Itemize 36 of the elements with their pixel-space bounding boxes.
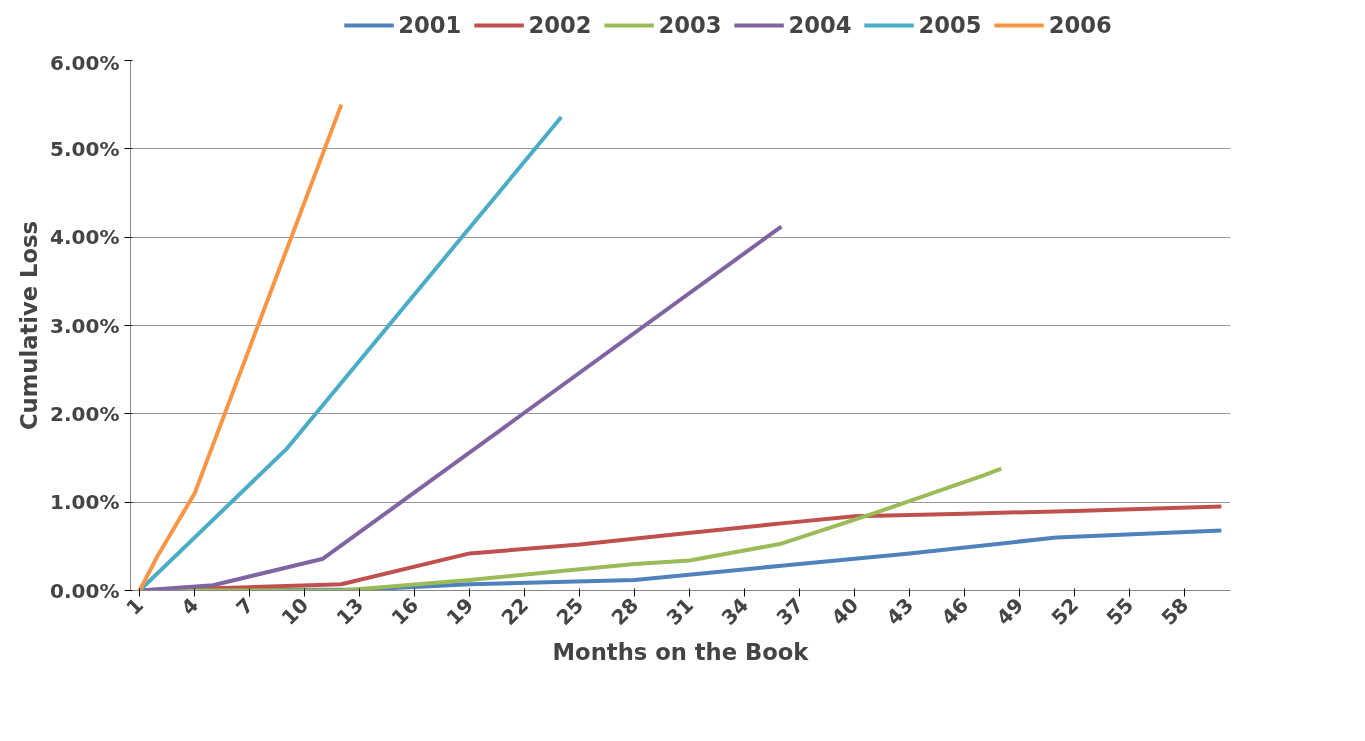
legend-label: 2001 bbox=[398, 12, 462, 38]
x-tick-label: 52 bbox=[1046, 593, 1084, 630]
legend-label: 2002 bbox=[528, 12, 592, 38]
x-tick-label: 49 bbox=[991, 593, 1029, 630]
line-series bbox=[137, 102, 344, 591]
y-tick-label: 1.00% bbox=[50, 490, 120, 515]
legend-label: 2003 bbox=[658, 12, 722, 38]
y-tick-label: 5.00% bbox=[50, 136, 120, 161]
x-tick-label: 1 bbox=[121, 593, 149, 620]
y-tick-label: 0.00% bbox=[50, 578, 120, 603]
x-tick-label: 28 bbox=[606, 593, 644, 630]
legend-label: 2004 bbox=[788, 12, 852, 38]
x-tick-label: 13 bbox=[331, 593, 369, 630]
x-tick-label: 43 bbox=[881, 593, 919, 630]
x-tick-label: 19 bbox=[441, 593, 479, 630]
x-tick-label: 25 bbox=[551, 593, 589, 630]
x-tick-label: 37 bbox=[771, 593, 809, 630]
x-tick-label: 16 bbox=[386, 593, 424, 630]
legend-label: 2006 bbox=[1048, 12, 1112, 38]
y-tick-label: 3.00% bbox=[50, 313, 120, 338]
x-axis-title: Months on the Book bbox=[552, 639, 810, 666]
x-tick-label: 31 bbox=[661, 593, 699, 630]
x-tick-label: 7 bbox=[231, 593, 259, 620]
x-tick-label: 55 bbox=[1101, 593, 1139, 630]
y-tick-label: 2.00% bbox=[50, 401, 120, 426]
y-tick-label: 4.00% bbox=[50, 225, 120, 250]
x-tick-label: 22 bbox=[496, 593, 534, 630]
legend-label: 2005 bbox=[918, 12, 982, 38]
x-tick-label: 58 bbox=[1156, 593, 1194, 630]
y-tick-label: 6.00% bbox=[50, 50, 120, 75]
x-tick-label: 40 bbox=[826, 593, 864, 630]
x-tick-label: 10 bbox=[276, 593, 314, 630]
x-tick-label: 46 bbox=[936, 593, 974, 630]
x-tick-label: 4 bbox=[176, 593, 204, 620]
y-axis-title: Cumulative Loss bbox=[16, 220, 43, 431]
x-tick-label: 34 bbox=[716, 593, 754, 630]
